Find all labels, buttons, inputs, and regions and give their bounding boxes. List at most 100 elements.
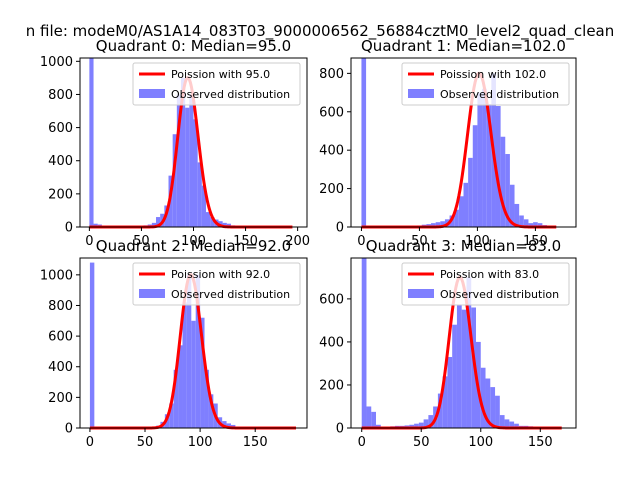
legend-box <box>401 262 570 306</box>
hist-bar <box>528 223 534 227</box>
hist-bar <box>208 394 214 428</box>
y-tick-label: 200 <box>319 182 344 197</box>
x-tick-label: 50 <box>413 435 430 450</box>
hist-bar <box>418 422 424 428</box>
panel-title: Quadrant 2: Median=92.0 <box>96 237 291 255</box>
hist-bar <box>490 387 496 428</box>
y-tick-label: 200 <box>48 391 73 406</box>
hist-bar <box>366 406 372 428</box>
histogram-bars <box>89 262 284 428</box>
x-tick-label: 0 <box>85 234 93 249</box>
y-tick-label: 0 <box>65 422 73 437</box>
hist-bar <box>514 423 519 428</box>
y-tick-label: 200 <box>319 378 344 393</box>
legend: Poission with 83.0 Observed distribution <box>401 262 570 306</box>
axes-frame <box>350 57 577 228</box>
legend-box <box>401 62 570 106</box>
legend-label-fit: Poission with 95.0 <box>171 68 270 81</box>
x-tick-label: 0 <box>358 435 366 450</box>
legend-label-fit: Poission with 92.0 <box>171 268 270 281</box>
hist-bar <box>226 223 231 227</box>
legend-bar-swatch <box>139 289 165 298</box>
legend: Poission with 95.0 Observed distribution <box>132 62 301 106</box>
y-tick-label: 600 <box>319 105 344 120</box>
hist-bar <box>454 209 459 227</box>
hist-bar <box>204 369 209 428</box>
hist-bar <box>485 378 491 428</box>
hist-bar <box>182 302 187 428</box>
hist-bar <box>371 411 376 428</box>
hist-bar <box>185 107 190 227</box>
y-tick-label: 1000 <box>40 268 73 283</box>
panel-quadrant-3: 0 50 100 150 0 200 400 600 Quadrant 3: Median=83… <box>319 237 577 450</box>
panel-title: Quadrant 0: Median=95.0 <box>96 37 291 55</box>
hist-bar <box>222 222 227 227</box>
hist-bar <box>151 222 157 227</box>
hist-bar <box>93 223 98 227</box>
hist-bar <box>169 403 174 428</box>
legend-label-observed: Observed distribution <box>171 88 290 101</box>
x-tick-label: 50 <box>411 234 428 249</box>
x-tick-label: 100 <box>465 234 490 249</box>
hist-bar <box>440 221 445 227</box>
hist-bar <box>519 215 524 227</box>
hist-bar <box>461 309 467 428</box>
hist-bar <box>452 324 457 428</box>
hist-bar <box>193 119 198 227</box>
y-tick-label: 400 <box>319 144 344 159</box>
x-tick-label: 100 <box>188 435 213 450</box>
hist-bar <box>201 185 206 227</box>
figure-suptitle: n file: modeM0/AS1A14_083T03_9000006562_… <box>26 22 615 41</box>
hist-bar <box>477 92 483 227</box>
x-tick-label: 150 <box>523 234 548 249</box>
legend-label-observed: Observed distribution <box>440 88 559 101</box>
legend-box <box>132 62 301 106</box>
hist-bar <box>486 104 492 227</box>
histogram-bars <box>361 258 567 428</box>
panel-quadrant-1: 0 50 100 150 0 200 400 600 800 Quadrant 1: Median… <box>319 37 577 249</box>
x-tick-label: 200 <box>285 234 310 249</box>
legend: Poission with 102.0 Observed distribution <box>401 62 570 106</box>
panel-title: Quadrant 1: Median=102.0 <box>361 37 566 55</box>
hist-bar <box>200 317 205 428</box>
hist-bar <box>178 345 183 428</box>
hist-bar <box>466 277 472 428</box>
hist-bar <box>210 217 215 227</box>
axes-frame <box>79 257 308 429</box>
hist-bar <box>523 219 529 227</box>
hist-bar <box>458 196 464 227</box>
hist-bar <box>361 258 367 428</box>
y-tick-label: 1000 <box>40 55 73 70</box>
hist-bar <box>468 157 473 227</box>
x-tick-label: 0 <box>357 234 365 249</box>
hist-bar <box>442 376 448 428</box>
hist-bar <box>533 222 538 227</box>
x-tick-label: 50 <box>133 234 150 249</box>
y-tick-label: 600 <box>48 330 73 345</box>
hist-bar <box>222 421 227 428</box>
hist-bar <box>361 58 367 227</box>
hist-bar <box>463 182 469 227</box>
legend-label-observed: Observed distribution <box>440 288 559 301</box>
y-tick-label: 0 <box>65 221 73 236</box>
x-tick-label: 150 <box>233 234 258 249</box>
hist-bar <box>472 125 478 227</box>
hist-bar <box>509 184 515 227</box>
hist-bar <box>431 223 436 227</box>
hist-bar <box>537 223 543 227</box>
x-tick-label: 150 <box>243 435 268 450</box>
hist-bar <box>482 88 487 227</box>
hist-bar <box>226 423 231 428</box>
y-tick-label: 400 <box>319 335 344 350</box>
hist-bar <box>181 77 186 227</box>
hist-bar <box>186 274 192 428</box>
hist-bar <box>423 419 429 428</box>
hist-bar <box>447 356 453 428</box>
hist-bar <box>514 203 520 227</box>
y-tick-label: 800 <box>319 67 344 82</box>
hist-bar <box>480 367 486 428</box>
legend-label-observed: Observed distribution <box>171 288 290 301</box>
